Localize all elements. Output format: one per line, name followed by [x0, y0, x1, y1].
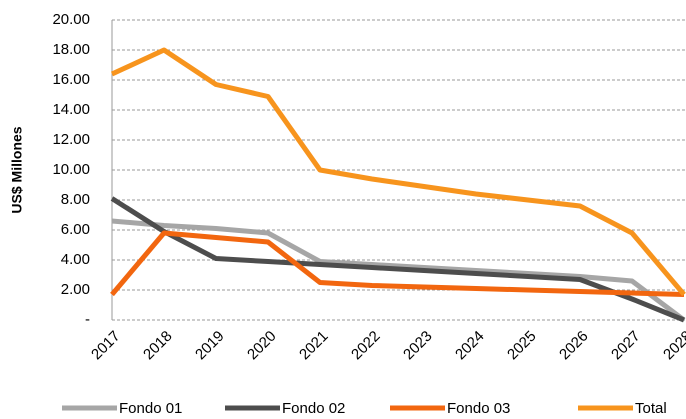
legend-label: Fondo 03 [447, 400, 510, 417]
x-tick-label: 2018 [140, 328, 176, 364]
y-tick-label: 14.00 [52, 101, 90, 118]
y-tick-label: 12.00 [52, 131, 90, 148]
legend-label: Fondo 01 [119, 400, 182, 417]
x-tick-label: 2022 [348, 328, 384, 364]
y-tick-label: 6.00 [61, 221, 90, 238]
legend-label: Total [635, 400, 667, 417]
y-tick-label: 16.00 [52, 71, 90, 88]
y-tick-label: - [85, 311, 90, 328]
x-tick-label: 2019 [192, 328, 228, 364]
y-tick-label: 8.00 [61, 191, 90, 208]
y-tick-label: 10.00 [52, 161, 90, 178]
y-tick-label: 2.00 [61, 281, 90, 298]
series-line [110, 47, 686, 297]
y-tick-label: 20.00 [52, 11, 90, 28]
series-line [110, 230, 685, 297]
series-line [110, 196, 685, 323]
y-tick-label: 4.00 [61, 251, 90, 268]
x-tick-label: 2017 [88, 328, 124, 364]
x-tick-label: 2021 [296, 328, 332, 364]
series-line [111, 218, 686, 322]
x-tick-label: 2027 [608, 328, 644, 364]
x-tick-label: 2023 [400, 328, 436, 364]
x-tick-label: 2026 [556, 328, 592, 364]
y-axis-label: US$ Millones [9, 126, 25, 213]
y-tick-label: 18.00 [52, 41, 90, 58]
x-tick-label: 2020 [244, 328, 280, 364]
legend-label: Fondo 02 [282, 400, 345, 417]
x-tick-label: 2024 [452, 328, 488, 364]
x-tick-label: 2028 [660, 328, 686, 364]
x-tick-label: 2025 [504, 328, 540, 364]
